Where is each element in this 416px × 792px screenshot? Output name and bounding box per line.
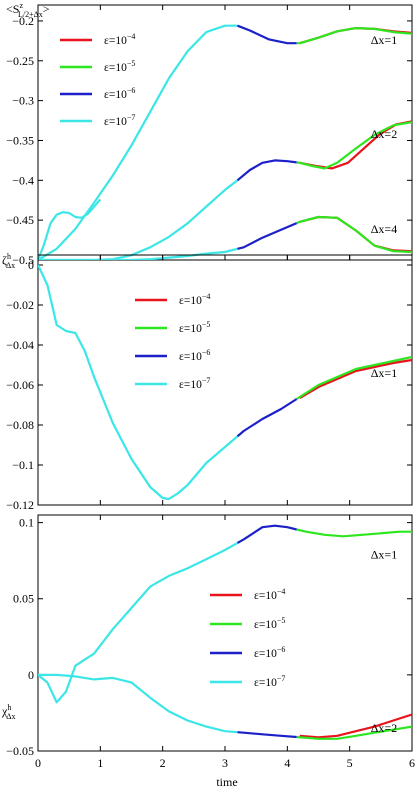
series-line-eps-1e-6 xyxy=(237,222,298,250)
x-tick-label: 6 xyxy=(409,756,415,770)
series-line-eps-1e-7 xyxy=(38,24,238,260)
series-line-eps-1e-5 xyxy=(296,215,412,254)
series-line-eps-1e-5 xyxy=(296,355,412,400)
y-tick-label: −0.25 xyxy=(6,54,34,68)
x-tick-label: 1 xyxy=(97,756,103,770)
legend-label: ε=10−7 xyxy=(179,376,210,391)
curve-label: Δx=1 xyxy=(371,33,397,47)
x-tick-label: 0 xyxy=(35,756,41,770)
curve-label: Δx=2 xyxy=(371,721,397,735)
series-line-eps-1e-4 xyxy=(299,358,412,399)
series-line-eps-1e-5 xyxy=(296,121,412,170)
y-axis-label: χh Δx xyxy=(1,703,15,721)
curve-label: Δx=1 xyxy=(371,366,397,380)
series-group xyxy=(38,524,412,740)
series-line-eps-1e-5 xyxy=(296,725,412,740)
x-tick-label: 5 xyxy=(347,756,353,770)
y-tick-label: −0.45 xyxy=(6,213,34,227)
legend-label: ε=10−4 xyxy=(179,292,210,307)
plot-frame xyxy=(37,4,413,261)
y-tick-label: −0.05 xyxy=(6,744,34,758)
y-tick-label: 0.1 xyxy=(19,516,34,530)
y-tick-label: 0 xyxy=(28,668,34,682)
chart-panel-1: −0.2 −0.25 −0.3 −0.35 −0.4 −0.45 −0.5 <Sz L/2+Δx… xyxy=(6,1,413,267)
y-tick-label: −0.12 xyxy=(6,498,34,512)
series-group xyxy=(38,24,412,260)
y-axis-label: ζh Δx xyxy=(2,252,15,270)
y-tick-label: −0.04 xyxy=(6,338,34,352)
legend-label: ε=10−6 xyxy=(254,645,285,660)
legend-label: ε=10−7 xyxy=(254,674,285,689)
chart-panel-2: 0 −0.02 −0.04 −0.06 −0.08 −0.1 −0.12 ζh Δx Δx=1 ε=… xyxy=(2,252,413,512)
curve-label: Δx=2 xyxy=(371,127,397,141)
y-tick-label: −0.3 xyxy=(12,94,34,108)
legend-label: ε=10−5 xyxy=(254,616,285,631)
legend-label: ε=10−4 xyxy=(254,587,285,602)
y-tick-label: 0.05 xyxy=(13,592,34,606)
series-line-eps-1e-7 xyxy=(38,198,102,260)
series-line-eps-1e-7 xyxy=(38,541,239,704)
plot-frame xyxy=(37,254,413,506)
x-tick-label: 2 xyxy=(160,756,166,770)
series-line-eps-1e-6 xyxy=(236,398,298,438)
legend-label: ε=10−5 xyxy=(179,320,210,335)
x-tick-label: 3 xyxy=(222,756,228,770)
series-group xyxy=(38,264,412,501)
series-line-eps-1e-6 xyxy=(236,159,297,182)
y-tick-label: −0.1 xyxy=(12,458,34,472)
series-line-eps-1e-4 xyxy=(299,713,412,739)
y-tick-label: −0.5 xyxy=(12,253,34,267)
series-line-eps-1e-7 xyxy=(38,673,238,734)
y-tick-label: −0.2 xyxy=(12,14,34,28)
series-line-eps-1e-6 xyxy=(236,524,297,544)
y-tick-label: −0.4 xyxy=(12,173,34,187)
series-line-eps-1e-6 xyxy=(237,731,297,739)
series-line-eps-1e-7 xyxy=(38,264,239,501)
y-tick-label: −0.08 xyxy=(6,418,34,432)
series-line-eps-1e-7 xyxy=(38,179,239,260)
x-axis-label: time xyxy=(216,775,237,789)
y-axis-label: <Sz L/2+Δx> xyxy=(6,1,50,19)
legend-label: ε=10−4 xyxy=(104,32,135,47)
curve-label: Δx=4 xyxy=(371,222,397,236)
y-tick-label: 0 xyxy=(28,258,34,272)
series-line-eps-1e-5 xyxy=(296,528,412,538)
legend-label: ε=10−5 xyxy=(104,59,135,74)
legend-label: ε=10−7 xyxy=(104,113,135,128)
chart-panel-3: 0.10.050−0.050 1 2 3 4 5 6χh ΔxΔx=1Δx=2ε=10−4ε=… xyxy=(1,514,415,770)
curve-label: Δx=1 xyxy=(371,548,397,562)
x-tick-label: 4 xyxy=(284,756,290,770)
legend-label: ε=10−6 xyxy=(179,348,210,363)
series-line-eps-1e-5 xyxy=(296,27,412,45)
y-tick-label: −0.35 xyxy=(6,133,34,147)
series-line-eps-1e-6 xyxy=(237,24,297,45)
y-tick-label: −0.02 xyxy=(6,298,34,312)
series-line-eps-1e-7 xyxy=(38,247,238,260)
legend-label: ε=10−6 xyxy=(104,86,135,101)
y-tick-label: −0.06 xyxy=(6,378,34,392)
